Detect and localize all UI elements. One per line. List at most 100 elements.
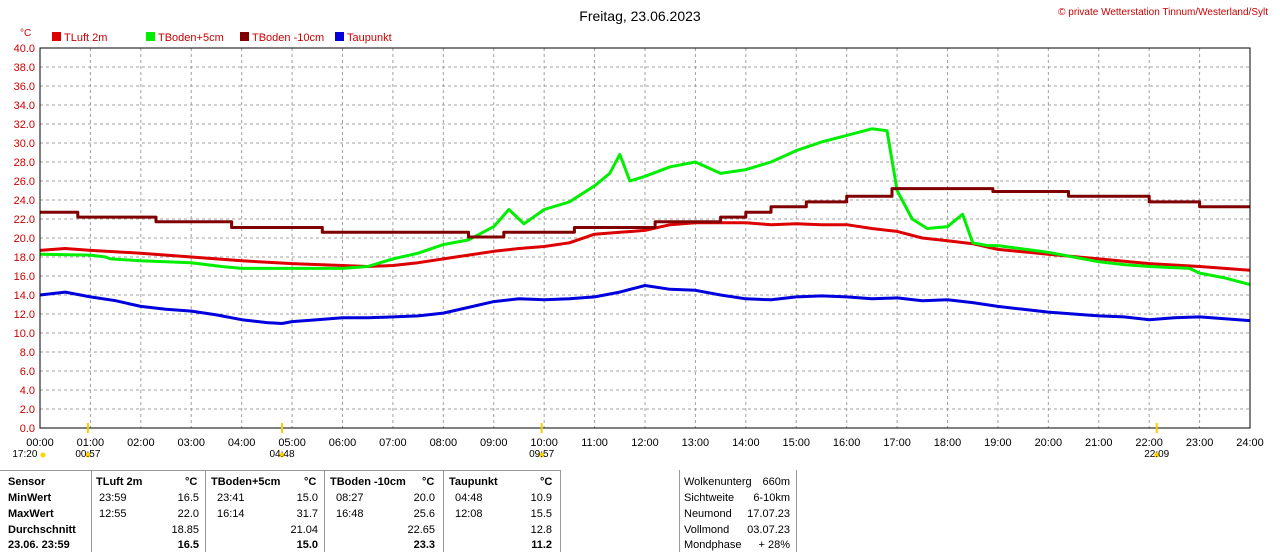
sun-markers: 17:20 00:57 04:48 09:57 22:09 <box>12 423 1170 460</box>
table-col-rule <box>679 470 680 552</box>
sun-dot <box>85 452 91 458</box>
y-tick-label: 6.0 <box>20 366 35 378</box>
table-col-rule <box>560 470 561 552</box>
y-tick-label: 0.0 <box>20 423 35 435</box>
sun-dot <box>539 452 545 458</box>
sensor-unit: °C <box>540 476 553 488</box>
sun-time-label: 04:48 <box>269 449 294 460</box>
y-tick-label: 32.0 <box>14 119 35 131</box>
row-label-current: 23.06. 23:59 <box>8 539 70 551</box>
x-tick-label: 01:00 <box>77 437 105 449</box>
info-value: 660m <box>762 476 790 488</box>
table-top-rule <box>0 470 560 471</box>
avg-value: 18.85 <box>171 524 199 536</box>
sun-time-label: 17:20 <box>12 449 37 460</box>
max-value: 15.5 <box>530 508 552 520</box>
y-tick-label: 12.0 <box>14 309 35 321</box>
sun-time-label: 00:57 <box>75 449 100 460</box>
x-tick-label: 03:00 <box>177 437 205 449</box>
min-time: 23:59 <box>99 492 127 504</box>
sensor-name: TLuft 2m <box>96 476 143 488</box>
x-tick-label: 19:00 <box>984 437 1012 449</box>
sensor-unit: °C <box>185 476 198 488</box>
sensor-name: Taupunkt <box>449 476 498 488</box>
x-tick-label: 10:00 <box>530 437 558 449</box>
legend-label: TBoden+5cm <box>158 32 224 44</box>
y-tick-label: 18.0 <box>14 252 35 264</box>
legend-swatch <box>335 32 344 41</box>
sensor-name: TBoden -10cm <box>330 476 406 488</box>
info-label: Neumond <box>684 508 732 520</box>
x-tick-label: 14:00 <box>732 437 760 449</box>
max-time: 16:14 <box>217 508 245 520</box>
max-value: 25.6 <box>413 508 435 520</box>
y-tick-label: 40.0 <box>14 43 35 55</box>
sun-dot <box>1154 452 1160 458</box>
series-line <box>39 127 1251 287</box>
y-tick-label: 28.0 <box>14 157 35 169</box>
x-tick-label: 04:00 <box>228 437 256 449</box>
series-line <box>39 284 1251 325</box>
chart-series <box>39 127 1251 325</box>
y-tick-label: 8.0 <box>20 347 35 359</box>
legend-swatch <box>146 32 155 41</box>
y-tick-label: 26.0 <box>14 176 35 188</box>
info-value: 6-10km <box>753 492 790 504</box>
legend-swatch <box>240 32 249 41</box>
max-time: 12:55 <box>99 508 127 520</box>
legend-label: Taupunkt <box>347 32 392 44</box>
row-label-sensor: Sensor <box>8 476 46 488</box>
min-value: 10.9 <box>530 492 552 504</box>
min-time: 08:27 <box>336 492 364 504</box>
avg-value: 21.04 <box>290 524 318 536</box>
y-axis-unit: °C <box>20 28 31 39</box>
avg-value: 22.65 <box>407 524 435 536</box>
info-label: Sichtweite <box>684 492 735 504</box>
y-tick-label: 16.0 <box>14 271 35 283</box>
table-col-rule <box>324 470 325 552</box>
current-value: 11.2 <box>531 539 552 551</box>
sensor-unit: °C <box>304 476 317 488</box>
sensor-name: TBoden+5cm <box>211 476 281 488</box>
x-tick-label: 00:00 <box>26 437 54 449</box>
y-tick-label: 2.0 <box>20 404 35 416</box>
x-tick-label: 12:00 <box>631 437 659 449</box>
x-tick-label: 07:00 <box>379 437 407 449</box>
y-tick-label: 10.0 <box>14 328 35 340</box>
max-value: 31.7 <box>296 508 318 520</box>
x-tick-label: 08:00 <box>430 437 458 449</box>
x-tick-label: 05:00 <box>278 437 306 449</box>
x-tick-label: 24:00 <box>1236 437 1264 449</box>
series-line <box>39 221 1251 272</box>
x-tick-label: 15:00 <box>782 437 810 449</box>
min-value: 15.0 <box>296 492 318 504</box>
chart-title: Freitag, 23.06.2023 <box>579 8 701 24</box>
max-value: 22.0 <box>177 508 199 520</box>
y-tick-label: 24.0 <box>14 195 35 207</box>
table-col-rule <box>205 470 206 552</box>
table-col-rule <box>443 470 444 552</box>
max-time: 12:08 <box>455 508 483 520</box>
x-tick-label: 18:00 <box>934 437 962 449</box>
info-value: 03.07.23 <box>747 524 790 536</box>
legend-swatch <box>52 32 61 41</box>
plot-frame <box>39 47 1251 429</box>
min-value: 20.0 <box>413 492 435 504</box>
x-tick-label: 09:00 <box>480 437 508 449</box>
x-tick-label: 23:00 <box>1186 437 1214 449</box>
sensor-unit: °C <box>422 476 435 488</box>
current-value: 15.0 <box>296 539 318 551</box>
max-time: 16:48 <box>336 508 364 520</box>
table-col-rule <box>796 470 797 552</box>
y-tick-label: 30.0 <box>14 138 35 150</box>
info-label: Mondphase <box>684 539 742 551</box>
sun-dot <box>40 452 46 458</box>
sun-dot <box>279 452 285 458</box>
info-value: 17.07.23 <box>747 508 790 520</box>
x-tick-label: 20:00 <box>1035 437 1063 449</box>
x-axis-ticks: 00:00 01:00 02:00 03:00 04:00 05:00 06:00 07:00… <box>26 437 1264 449</box>
x-tick-label: 02:00 <box>127 437 155 449</box>
copyright-label: © private Wetterstation Tinnum/Westerlan… <box>1058 7 1268 18</box>
chart-grid <box>40 48 1250 428</box>
legend-label: TBoden -10cm <box>252 32 324 44</box>
